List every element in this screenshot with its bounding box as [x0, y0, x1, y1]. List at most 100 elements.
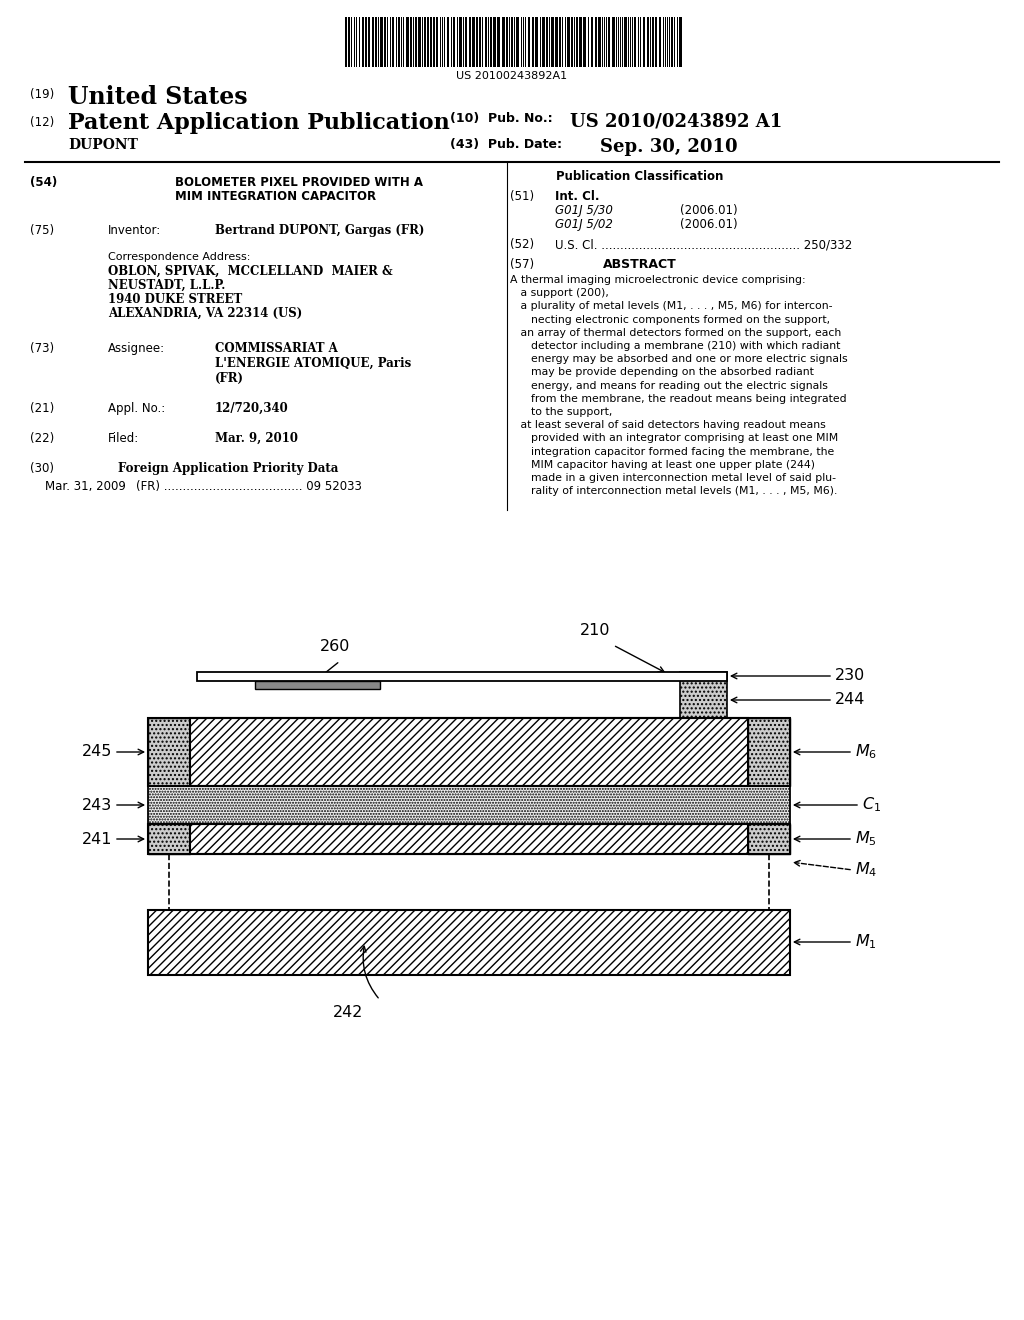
Bar [148, 718, 190, 785]
Text: MIM INTEGRATION CAPACITOR: MIM INTEGRATION CAPACITOR [175, 190, 376, 203]
Text: (2006.01): (2006.01) [680, 218, 737, 231]
Bar [384, 17, 386, 67]
Bar [546, 17, 548, 67]
Text: Bertrand DUPONT, Gargas (FR): Bertrand DUPONT, Gargas (FR) [215, 224, 424, 238]
Text: ALEXANDRIA, VA 22314 (US): ALEXANDRIA, VA 22314 (US) [108, 308, 302, 319]
Text: L'ENERGIE ATOMIQUE, Paris: L'ENERGIE ATOMIQUE, Paris [215, 356, 412, 370]
Text: (21): (21) [30, 403, 54, 414]
Text: Inventor:: Inventor: [108, 224, 161, 238]
Text: 260: 260 [319, 639, 350, 653]
Text: (FR) ..................................... 09 52033: (FR) ...................................… [136, 480, 361, 492]
Text: $M_1$: $M_1$ [855, 933, 877, 952]
Bar [516, 17, 519, 67]
Bar [365, 17, 367, 67]
Bar [392, 17, 394, 67]
Bar [465, 17, 467, 67]
Bar [433, 17, 435, 67]
Bar [612, 17, 615, 67]
Text: Patent Application Publication: Patent Application Publication [68, 112, 450, 135]
Bar [655, 17, 657, 67]
Bar [375, 17, 377, 67]
Text: G01J 5/02: G01J 5/02 [555, 218, 613, 231]
Bar [190, 824, 748, 854]
Bar [511, 17, 513, 67]
Bar [748, 824, 790, 854]
Bar [555, 17, 558, 67]
Text: 210: 210 [580, 623, 610, 638]
Bar [362, 17, 364, 67]
Text: (2006.01): (2006.01) [680, 205, 737, 216]
Text: $M_5$: $M_5$ [855, 830, 877, 849]
Text: 245: 245 [82, 744, 112, 759]
Text: DUPONT: DUPONT [68, 139, 138, 152]
Bar [608, 17, 610, 67]
Text: Int. Cl.: Int. Cl. [555, 190, 599, 203]
Bar [624, 17, 627, 67]
Text: (30): (30) [30, 462, 54, 475]
Bar [453, 17, 455, 67]
Text: $C_1$: $C_1$ [862, 796, 881, 814]
Bar [406, 17, 409, 67]
Text: United States: United States [68, 84, 248, 110]
Text: (51): (51) [510, 190, 535, 203]
Bar [148, 824, 190, 854]
Text: (22): (22) [30, 432, 54, 445]
Text: 242: 242 [333, 1005, 364, 1020]
Text: (19): (19) [30, 88, 54, 102]
Bar [255, 681, 380, 689]
Bar [493, 17, 496, 67]
Bar [380, 17, 383, 67]
Bar [551, 17, 554, 67]
Bar [190, 718, 748, 785]
Text: A thermal imaging microelectronic device comprising:
   a support (200),
   a pl: A thermal imaging microelectronic device… [510, 275, 848, 496]
Bar [598, 17, 601, 67]
Bar [643, 17, 645, 67]
Bar [679, 17, 682, 67]
Bar [659, 17, 662, 67]
Bar [410, 17, 412, 67]
Bar [447, 17, 449, 67]
Bar [591, 17, 593, 67]
Bar [528, 17, 530, 67]
Bar [535, 17, 538, 67]
Bar [652, 17, 654, 67]
Bar [497, 17, 500, 67]
Bar [415, 17, 417, 67]
Bar [583, 17, 586, 67]
Bar [579, 17, 582, 67]
Bar [680, 672, 727, 718]
Bar [424, 17, 426, 67]
Bar [148, 718, 790, 785]
Bar [748, 718, 790, 785]
Bar [542, 17, 545, 67]
Text: (57): (57) [510, 257, 535, 271]
Bar [567, 17, 570, 67]
Bar [459, 17, 462, 67]
Bar [472, 17, 475, 67]
Bar [575, 17, 578, 67]
Bar [368, 17, 370, 67]
Text: Correspondence Address:: Correspondence Address: [108, 252, 251, 261]
Text: (12): (12) [30, 116, 54, 129]
Text: 244: 244 [835, 693, 865, 708]
Text: Sep. 30, 2010: Sep. 30, 2010 [600, 139, 737, 156]
Bar [490, 17, 492, 67]
Text: (52): (52) [510, 238, 535, 251]
Text: Assignee:: Assignee: [108, 342, 165, 355]
Bar [506, 17, 508, 67]
Bar [532, 17, 534, 67]
Bar [436, 17, 438, 67]
Bar [485, 17, 487, 67]
Text: U.S. Cl. ..................................................... 250/332: U.S. Cl. ...............................… [555, 238, 852, 251]
Text: (75): (75) [30, 224, 54, 238]
Text: Foreign Application Priority Data: Foreign Application Priority Data [118, 462, 338, 475]
Bar [148, 909, 790, 975]
Text: (73): (73) [30, 342, 54, 355]
Text: (54): (54) [30, 176, 57, 189]
Bar [595, 17, 597, 67]
Text: (10)  Pub. No.:: (10) Pub. No.: [450, 112, 553, 125]
Text: Appl. No.:: Appl. No.: [108, 403, 165, 414]
Bar [372, 17, 374, 67]
Bar [345, 17, 347, 67]
Bar [427, 17, 429, 67]
